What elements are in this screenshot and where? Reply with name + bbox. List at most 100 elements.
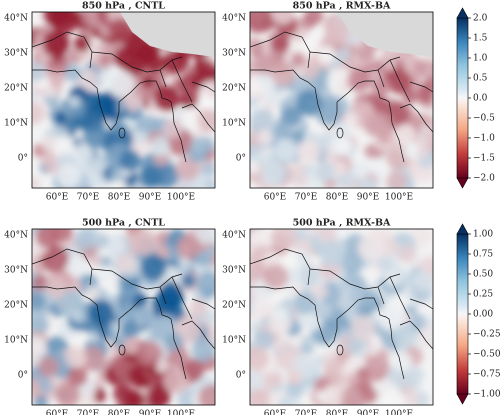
field-blob: [313, 303, 331, 320]
colorbar-tick-label: −1.0: [473, 134, 495, 144]
field-blob: [93, 94, 119, 120]
field-blob: [48, 71, 66, 88]
field-blob: [32, 274, 49, 291]
field-blob: [32, 176, 41, 188]
colorbar-tick-label: −2.0: [473, 174, 495, 184]
field-blob: [364, 144, 379, 159]
colorbar-tick-label: −0.75: [473, 370, 500, 380]
field-blob: [352, 159, 370, 178]
field-blob: [155, 360, 168, 373]
field-blob: [250, 388, 271, 405]
field-blob: [413, 270, 433, 292]
field-blob: [180, 273, 196, 289]
lat-label: 0°: [18, 154, 28, 164]
field-blob: [44, 85, 58, 99]
field-blob: [116, 254, 136, 274]
panel-title: 500 hPa , CNTL: [82, 218, 165, 229]
colorbar-tick-label: 2.0: [473, 14, 488, 24]
field-blob: [361, 387, 378, 404]
field-blob: [153, 85, 180, 112]
field-blob: [291, 171, 309, 188]
field-blob: [311, 283, 328, 300]
field-blob: [130, 229, 158, 256]
field-blob: [168, 347, 190, 369]
field-blob: [134, 130, 148, 144]
panel-frame: [249, 228, 434, 406]
field-blob: [111, 119, 127, 135]
field-blob: [141, 75, 155, 89]
lon-label: 90°E: [139, 410, 162, 415]
field-blob: [121, 319, 141, 339]
field-blob: [394, 123, 416, 145]
map-panel: 500 hPa , RMX-BA 40°N 30°N 20°N 10°N 0° 60°E 70…: [222, 218, 434, 415]
lat-label: 0°: [18, 371, 28, 381]
lon-label: 90°E: [357, 410, 380, 415]
colorbar: [456, 17, 469, 179]
field-blob: [108, 18, 133, 43]
lon-label: 60°E: [264, 410, 287, 415]
lat-label: 20°N: [222, 84, 246, 94]
field-blob: [35, 229, 60, 249]
field-blob: [280, 106, 303, 128]
field-blob: [40, 134, 57, 151]
lat-label: 40°N: [4, 14, 28, 24]
field-blob: [87, 329, 101, 342]
field-blob: [163, 368, 190, 395]
lat-label: 20°N: [4, 301, 28, 311]
field-blob: [270, 12, 295, 25]
field-blob: [401, 388, 420, 405]
field-blob: [393, 324, 418, 349]
field-blob: [422, 78, 433, 94]
colorbar-extend-min: [456, 177, 469, 189]
field-blob: [372, 78, 391, 97]
field-blob: [80, 393, 96, 405]
panel-title: 850 hPa , CNTL: [82, 1, 165, 12]
lon-label: 100°E: [385, 193, 413, 203]
field-blob: [42, 30, 70, 58]
field-blob: [68, 95, 81, 108]
colorbar-tick-label: −0.5: [473, 114, 495, 124]
field-blob: [195, 59, 215, 81]
lon-label: 60°E: [46, 410, 69, 415]
field-blob: [176, 261, 190, 275]
field-blob: [195, 249, 213, 267]
map-panel: 850 hPa , CNTL 40°N 30°N 20°N 10°N 0° 60°E 70°E…: [4, 1, 216, 203]
lat-label: 10°N: [222, 119, 246, 129]
field-blob: [300, 335, 316, 350]
field-blob: [96, 266, 115, 285]
field-blobs: [250, 12, 433, 188]
field-blob: [259, 160, 286, 186]
field-blob: [56, 164, 81, 188]
field-blob: [198, 80, 215, 107]
field-blob: [314, 377, 328, 392]
lon-label: 80°E: [326, 193, 349, 203]
lon-label: 60°E: [264, 193, 287, 203]
field-blob: [32, 313, 50, 336]
field-blob: [320, 95, 341, 116]
field-blob: [250, 161, 259, 174]
lat-label: 0°: [236, 371, 246, 381]
field-blob: [274, 138, 297, 161]
field-blob: [304, 12, 324, 26]
masked-terrain: [120, 12, 215, 57]
field-blob: [392, 352, 413, 372]
field-blob: [122, 389, 143, 405]
field-blob: [347, 68, 371, 93]
colorbar-tick-label: 1.5: [473, 34, 488, 44]
lat-label: 30°N: [222, 266, 246, 276]
colorbar-tick-label: 0.00: [473, 310, 493, 320]
field-blob: [337, 81, 351, 95]
field-blob: [189, 299, 207, 317]
field-blob: [250, 78, 261, 99]
lat-label: 30°N: [4, 266, 28, 276]
field-blob: [122, 336, 140, 355]
colorbar-extend-max: [456, 7, 469, 19]
field-blob: [270, 229, 297, 251]
lon-label: 70°E: [77, 193, 100, 203]
field-blob: [250, 143, 259, 158]
field-blob: [194, 229, 215, 245]
field-blob: [323, 356, 351, 384]
lat-label: 20°N: [222, 301, 246, 311]
lon-label: 70°E: [295, 410, 318, 415]
colorbar-tick-label: 1.00: [473, 230, 493, 240]
